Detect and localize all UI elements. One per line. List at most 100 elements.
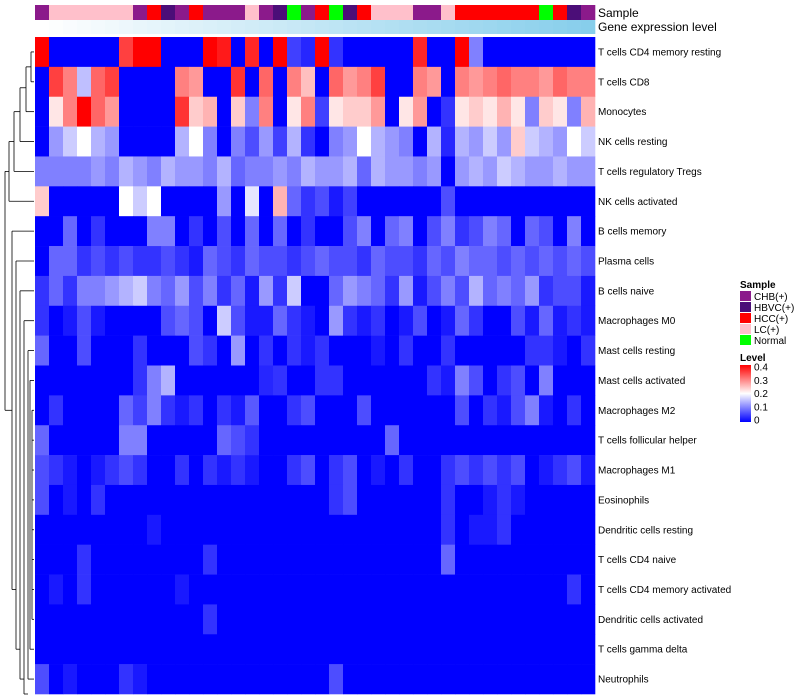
heatmap-cell [105,664,120,695]
heatmap-cell [511,455,526,486]
heatmap-cell [259,246,274,277]
heatmap-cell [525,305,540,336]
sample-annotation-cell [427,5,442,20]
heatmap-cell [441,634,456,665]
heatmap-cell [49,425,64,456]
heatmap-cell [189,425,204,456]
heatmap-cell [371,216,386,247]
heatmap-cell [49,664,64,695]
heatmap-cell [385,484,400,516]
heatmap-cell [469,216,484,247]
heatmap-cell [63,395,78,426]
heatmap-cell [497,96,512,127]
sample-annotation-cell [497,5,512,20]
sample-annotation-cell [343,5,358,20]
heatmap-cell [287,275,302,307]
heatmap-cell [259,425,274,456]
expression-annotation-cell [455,20,470,34]
heatmap-cell [217,216,232,247]
heatmap-cell [329,335,344,366]
heatmap-cell [245,96,260,127]
heatmap-cell [315,514,330,545]
heatmap-cell [497,126,512,157]
heatmap-cell [301,395,316,426]
heatmap-cell [427,275,442,307]
heatmap-cell [35,544,50,575]
heatmap-cell [343,425,358,456]
expression-annotation-cell [175,20,190,34]
heatmap-cell [567,544,582,575]
heatmap-cell [343,37,358,68]
heatmap-cell [357,305,372,336]
heatmap-cell [553,455,568,486]
heatmap-cell [91,484,106,516]
heatmap-cell [469,66,484,98]
row-label: Monocytes [598,107,646,118]
heatmap-cell [511,514,526,545]
heatmap-cell [231,37,246,68]
heatmap-cell [217,275,232,307]
heatmap-cell [441,335,456,366]
heatmap-cell [567,574,582,605]
heatmap-cell [343,335,358,366]
expression-annotation-cell [189,20,204,34]
heatmap-cell [273,634,288,665]
expression-annotation-cell [245,20,260,34]
heatmap-cell [539,335,554,366]
heatmap-cell [49,604,64,635]
heatmap-cell [287,246,302,277]
heatmap-cell [483,216,498,247]
level-legend-tick: 0.3 [754,376,768,387]
heatmap-cell [539,37,554,68]
heatmap-cell [455,455,470,486]
heatmap-cell [231,96,246,127]
heatmap-cell [245,425,260,456]
heatmap-cell [119,305,134,336]
heatmap-cell [329,425,344,456]
heatmap-cell [371,425,386,456]
heatmap-cell [105,455,120,486]
heatmap-cell [441,216,456,247]
row-labels: T cells CD4 memory resting T cells CD8 Mon… [598,47,731,685]
heatmap-cell [133,604,148,635]
heatmap-cell [203,126,218,157]
heatmap-cell [189,365,204,396]
level-legend: Level 0.4 0.3 0.2 0.1 0 [740,353,768,427]
heatmap-cell [441,37,456,68]
sample-annotation-cell [553,5,568,20]
heatmap-cell [455,544,470,575]
heatmap-cell [203,514,218,545]
heatmap-cell [175,395,190,426]
heatmap-cell [329,275,344,307]
heatmap-cell [175,186,190,217]
heatmap-cell [399,455,414,486]
heatmap-cell [287,455,302,486]
heatmap-cell [385,96,400,127]
heatmap-cell [581,37,596,68]
heatmap-cell [175,335,190,366]
heatmap-cell [287,425,302,456]
heatmap-cell [539,425,554,456]
heatmap-cell [441,246,456,277]
heatmap-cell [455,66,470,98]
heatmap-cell [511,335,526,366]
heatmap-cell [539,365,554,396]
expression-annotation-cell [441,20,456,34]
heatmap-cell [189,126,204,157]
heatmap-cell [371,66,386,98]
heatmap-cell [147,305,162,336]
heatmap-cell [511,574,526,605]
heatmap-cell [91,365,106,396]
sample-legend-swatch [740,291,751,301]
heatmap-cell [49,455,64,486]
heatmap-cell [567,156,582,187]
heatmap-cell [301,246,316,277]
heatmap-cell [539,514,554,545]
sample-legend: Sample CHB(+)HBVC(+)HCC(+)LC(+)Normal [740,280,794,347]
heatmap-cell [245,216,260,247]
heatmap-cell [217,335,232,366]
heatmap-cell [357,365,372,396]
heatmap-cell [469,305,484,336]
heatmap-cell [175,634,190,665]
heatmap-cell [35,455,50,486]
